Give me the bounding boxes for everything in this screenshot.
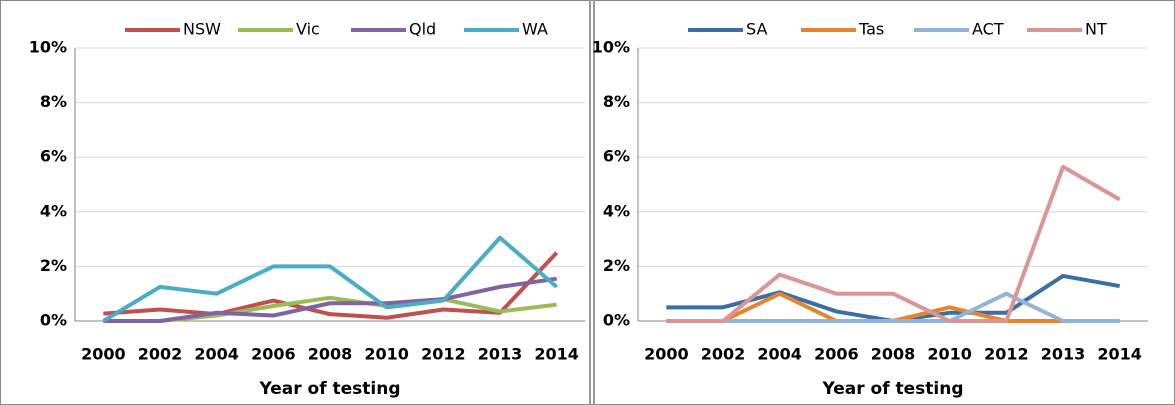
x-tick-label: 2000 — [644, 345, 689, 364]
x-tick-label: 2000 — [81, 345, 126, 364]
y-tick-label: 0% — [40, 311, 67, 330]
x-tick-label: 2004 — [757, 345, 802, 364]
legend-label: ACT — [972, 20, 1004, 39]
y-tick-label: 6% — [40, 147, 67, 166]
x-tick-label: 2012 — [421, 345, 466, 364]
series-line — [102, 235, 558, 323]
series-line — [103, 251, 559, 320]
legend-label: Vic — [296, 20, 320, 39]
x-tick-label: 2008 — [308, 345, 353, 364]
legend-label: Tas — [858, 20, 884, 39]
x-axis-title: Year of testing — [821, 379, 963, 399]
y-tick-label: 8% — [40, 92, 67, 111]
y-tick-label: 10% — [29, 38, 67, 57]
x-tick-label: 2008 — [871, 345, 916, 364]
y-tick-label: 10% — [592, 38, 630, 57]
legend-label: Qld — [409, 20, 436, 39]
series-line — [666, 164, 1121, 323]
y-tick-label: 6% — [603, 147, 630, 166]
x-tick-label: 2004 — [194, 345, 239, 364]
series-line — [666, 291, 1120, 323]
x-tick-label: 2013 — [478, 345, 523, 364]
legend-label: SA — [746, 20, 767, 39]
y-tick-label: 0% — [603, 311, 630, 330]
x-tick-label: 2010 — [927, 345, 972, 364]
y-tick-label: 2% — [40, 256, 67, 275]
legend-label: NT — [1085, 20, 1107, 39]
y-tick-label: 4% — [40, 201, 67, 220]
x-tick-label: 2014 — [534, 345, 579, 364]
x-tick-label: 2006 — [251, 345, 296, 364]
legend-label: NSW — [183, 20, 221, 39]
legend-label: WA — [522, 20, 548, 39]
y-tick-label: 2% — [603, 256, 630, 275]
x-tick-label: 2010 — [364, 345, 409, 364]
x-tick-label: 2002 — [138, 345, 183, 364]
x-tick-label: 2013 — [1041, 345, 1086, 364]
x-tick-label: 2006 — [814, 345, 859, 364]
x-tick-label: 2014 — [1097, 345, 1142, 364]
y-tick-label: 8% — [603, 92, 630, 111]
x-axis-title: Year of testing — [258, 379, 400, 399]
y-tick-label: 4% — [603, 201, 630, 220]
x-tick-label: 2012 — [984, 345, 1029, 364]
series-line — [103, 276, 557, 323]
x-tick-label: 2002 — [701, 345, 746, 364]
